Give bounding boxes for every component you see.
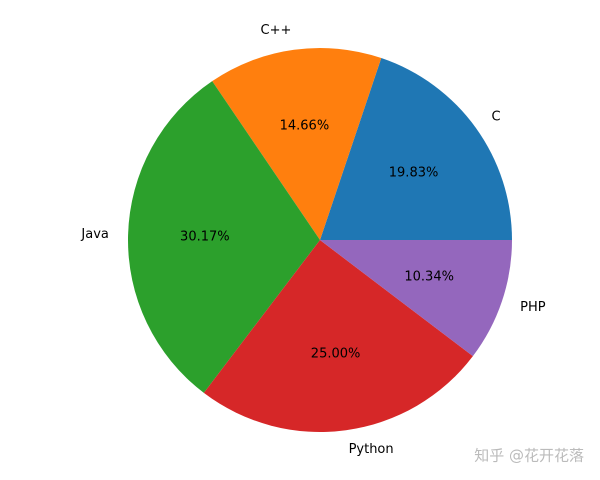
slice-label: C bbox=[492, 109, 501, 124]
pie-slice bbox=[212, 47, 382, 240]
value-label: 14.66% bbox=[280, 118, 330, 133]
value-label: 30.17% bbox=[180, 229, 230, 244]
pie-slice bbox=[128, 81, 320, 393]
pie-slice bbox=[320, 240, 512, 357]
slice-label: C++ bbox=[261, 23, 292, 38]
slice-label: PHP bbox=[520, 300, 546, 315]
pie-slice bbox=[203, 240, 473, 432]
slice-label: Python bbox=[349, 442, 394, 457]
watermark: 知乎 @花开花落 bbox=[474, 447, 584, 465]
value-label: 25.00% bbox=[311, 347, 361, 362]
slice-label: Java bbox=[80, 227, 108, 242]
pie-slice bbox=[320, 58, 512, 241]
value-label: 10.34% bbox=[404, 269, 454, 284]
value-label: 19.83% bbox=[389, 165, 439, 180]
